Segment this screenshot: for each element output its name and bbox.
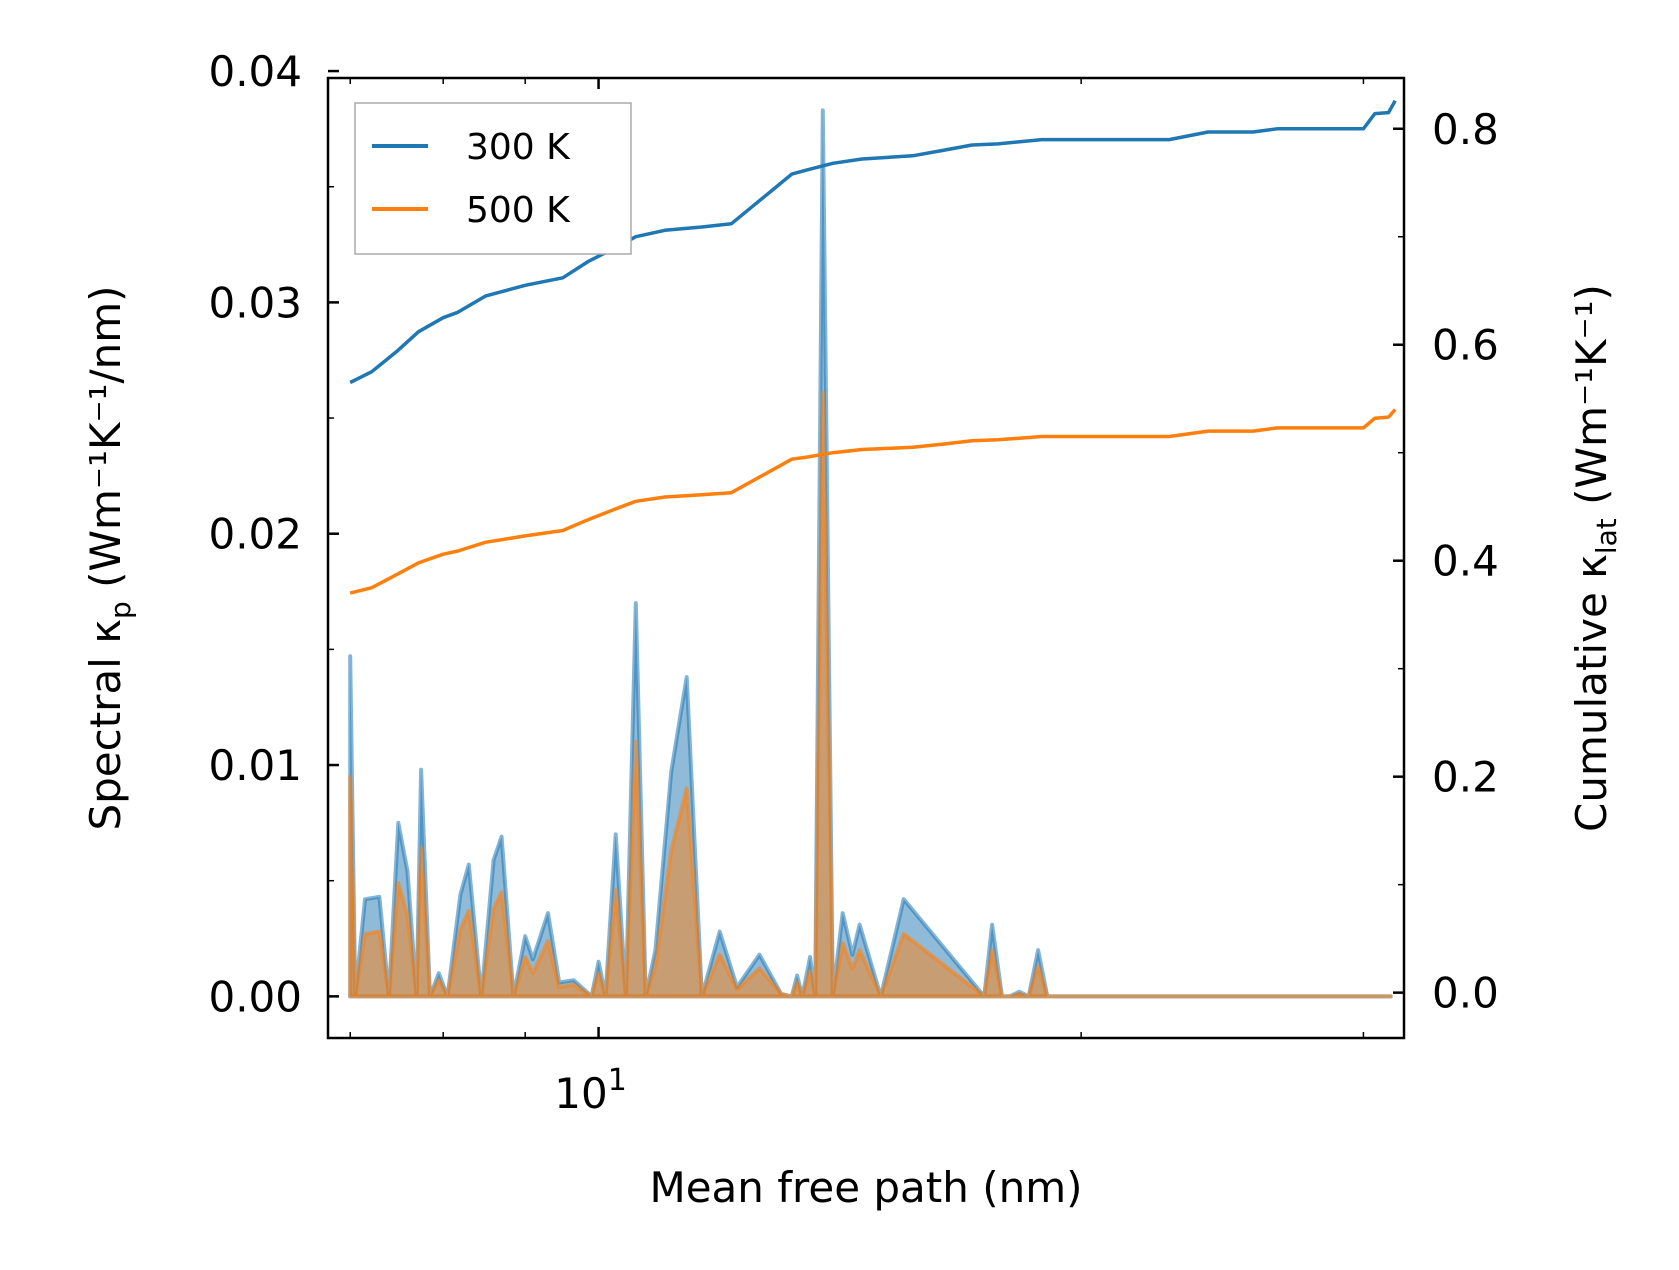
legend-box <box>354 102 632 255</box>
legend-label-300k: 300 K <box>466 127 571 168</box>
cumulative-layer <box>349 99 1397 595</box>
y-axis-right-label-main: Cumulative κ <box>1567 554 1616 832</box>
ticks-layer: 0.00 0.01 0.02 0.03 0.04 0.0 0.2 0.4 0.6 0.8 101 <box>208 47 1498 1118</box>
y-axis-left-label-unit: (Wm⁻¹K⁻¹/nm) <box>81 285 130 587</box>
y-axis-right-label: Cumulative κlat (Wm⁻¹K⁻¹) <box>1567 284 1623 832</box>
y-axis-left-label: Spectral κp (Wm⁻¹K⁻¹/nm) <box>81 285 137 830</box>
y-axis-left-label-sub: p <box>104 601 137 619</box>
y-left-tick-label: 0.04 <box>208 47 302 96</box>
y-axis-right-label-sub: lat <box>1590 518 1623 554</box>
cumulative-line-300k <box>349 99 1397 385</box>
y-right-tick-label: 0.8 <box>1432 105 1499 154</box>
legend-label-500k: 500 K <box>466 190 571 231</box>
y-left-tick-label: 0.01 <box>208 741 302 790</box>
y-axis-left-label-space <box>81 588 130 601</box>
cumulative-line-500k <box>349 408 1397 595</box>
y-axis-right-label-space <box>1567 505 1616 518</box>
y-right-tick-label: 0.2 <box>1432 753 1499 802</box>
spectral-layer <box>348 108 1393 999</box>
y-right-tick-label: 0.0 <box>1432 969 1499 1018</box>
plot-frame <box>326 76 1406 1040</box>
y-left-tick-label: 0.02 <box>208 510 302 559</box>
legend: 300 K 500 K <box>354 102 632 255</box>
spectral-area-500k <box>348 390 1393 999</box>
y-axis-left-label-main: Spectral κ <box>81 619 130 831</box>
x-tick-label: 101 <box>554 1063 627 1118</box>
y-right-tick-label: 0.6 <box>1432 321 1499 370</box>
y-axis-right-label-unit: (Wm⁻¹K⁻¹) <box>1567 284 1616 505</box>
y-left-tick-label: 0.00 <box>208 972 302 1021</box>
x-axis-label: Mean free path (nm) <box>649 1163 1082 1212</box>
y-left-tick-label: 0.03 <box>208 278 302 327</box>
y-right-tick-label: 0.4 <box>1432 537 1499 586</box>
